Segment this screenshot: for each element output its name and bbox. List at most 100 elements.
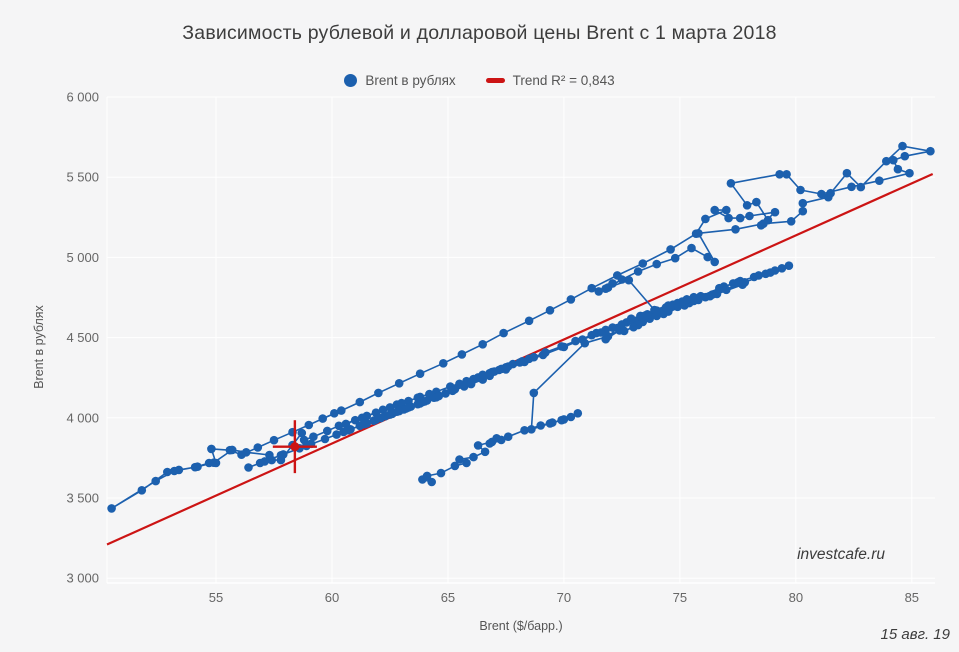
data-point[interactable]: [893, 164, 903, 174]
data-point[interactable]: [404, 403, 413, 412]
data-point[interactable]: [478, 340, 488, 349]
data-point[interactable]: [466, 379, 476, 389]
data-point[interactable]: [480, 447, 490, 457]
data-point[interactable]: [332, 430, 341, 439]
data-point[interactable]: [269, 435, 279, 445]
data-point[interactable]: [355, 397, 365, 407]
data-point[interactable]: [478, 375, 488, 384]
data-point[interactable]: [687, 243, 696, 253]
data-point[interactable]: [633, 267, 643, 276]
data-point[interactable]: [485, 439, 495, 448]
data-point[interactable]: [193, 462, 202, 472]
data-point[interactable]: [731, 225, 740, 234]
data-point[interactable]: [594, 287, 603, 296]
data-point[interactable]: [253, 443, 263, 452]
data-point[interactable]: [701, 214, 710, 224]
data-point[interactable]: [640, 311, 650, 320]
data-point[interactable]: [209, 458, 218, 468]
data-point[interactable]: [578, 335, 587, 344]
data-point[interactable]: [666, 245, 675, 254]
data-point[interactable]: [926, 146, 935, 156]
data-point[interactable]: [601, 334, 610, 344]
data-point[interactable]: [782, 170, 791, 179]
data-point[interactable]: [817, 189, 826, 199]
data-point[interactable]: [775, 170, 784, 179]
data-point[interactable]: [712, 289, 722, 299]
data-point[interactable]: [652, 306, 661, 316]
data-point[interactable]: [798, 206, 808, 216]
data-point[interactable]: [619, 326, 629, 336]
data-point[interactable]: [566, 295, 576, 304]
data-point[interactable]: [738, 280, 747, 290]
data-point[interactable]: [241, 448, 251, 457]
data-point[interactable]: [529, 352, 539, 362]
data-point[interactable]: [624, 275, 634, 285]
data-point[interactable]: [673, 298, 682, 308]
data-point[interactable]: [745, 211, 754, 221]
data-point[interactable]: [770, 207, 780, 217]
data-point[interactable]: [754, 271, 763, 280]
data-point[interactable]: [545, 419, 555, 428]
data-point[interactable]: [450, 461, 460, 471]
data-point[interactable]: [524, 316, 534, 326]
data-point[interactable]: [629, 322, 638, 332]
data-point[interactable]: [320, 434, 330, 444]
data-point[interactable]: [777, 264, 787, 273]
legend-item-trend[interactable]: Trend R² = 0,843: [485, 73, 615, 88]
data-point[interactable]: [882, 156, 891, 166]
data-point[interactable]: [826, 188, 835, 198]
data-point[interactable]: [529, 388, 539, 398]
data-point[interactable]: [638, 259, 648, 268]
data-point[interactable]: [742, 201, 752, 210]
data-point[interactable]: [847, 182, 856, 192]
data-point[interactable]: [503, 432, 513, 442]
data-point[interactable]: [889, 155, 898, 165]
data-point[interactable]: [608, 279, 617, 288]
data-point[interactable]: [501, 365, 511, 374]
data-point[interactable]: [439, 359, 448, 368]
data-point[interactable]: [334, 421, 344, 431]
data-point[interactable]: [207, 444, 216, 454]
data-point[interactable]: [422, 471, 432, 481]
data-point[interactable]: [752, 197, 761, 207]
data-point[interactable]: [875, 176, 884, 185]
data-point[interactable]: [724, 213, 733, 223]
data-point[interactable]: [459, 382, 469, 391]
data-point[interactable]: [448, 386, 457, 396]
data-point[interactable]: [457, 350, 467, 359]
data-point[interactable]: [900, 151, 910, 161]
data-point[interactable]: [413, 399, 423, 409]
data-point[interactable]: [796, 185, 805, 195]
data-point[interactable]: [766, 268, 775, 277]
data-point[interactable]: [227, 445, 237, 455]
data-point[interactable]: [682, 295, 692, 304]
data-point[interactable]: [670, 253, 680, 263]
data-point[interactable]: [613, 271, 622, 280]
data-point[interactable]: [508, 359, 518, 369]
data-point[interactable]: [763, 215, 773, 225]
data-point[interactable]: [337, 406, 346, 415]
data-point[interactable]: [394, 379, 404, 388]
data-point[interactable]: [722, 205, 731, 215]
data-point[interactable]: [441, 389, 450, 398]
data-point[interactable]: [573, 409, 583, 418]
data-point[interactable]: [360, 419, 369, 429]
data-point[interactable]: [691, 229, 701, 238]
data-point[interactable]: [536, 421, 545, 430]
data-point[interactable]: [705, 291, 715, 301]
data-point[interactable]: [304, 420, 314, 430]
data-point[interactable]: [492, 434, 501, 443]
data-point[interactable]: [710, 205, 719, 215]
data-point[interactable]: [726, 179, 736, 188]
data-point[interactable]: [455, 455, 464, 464]
data-point[interactable]: [710, 257, 719, 267]
data-point[interactable]: [163, 467, 172, 477]
data-point[interactable]: [462, 458, 471, 468]
data-point[interactable]: [566, 412, 576, 422]
data-point[interactable]: [309, 432, 318, 442]
data-point[interactable]: [617, 320, 627, 329]
data-point[interactable]: [394, 406, 404, 416]
data-point[interactable]: [722, 285, 731, 295]
data-point[interactable]: [137, 486, 147, 495]
data-point[interactable]: [520, 426, 529, 435]
